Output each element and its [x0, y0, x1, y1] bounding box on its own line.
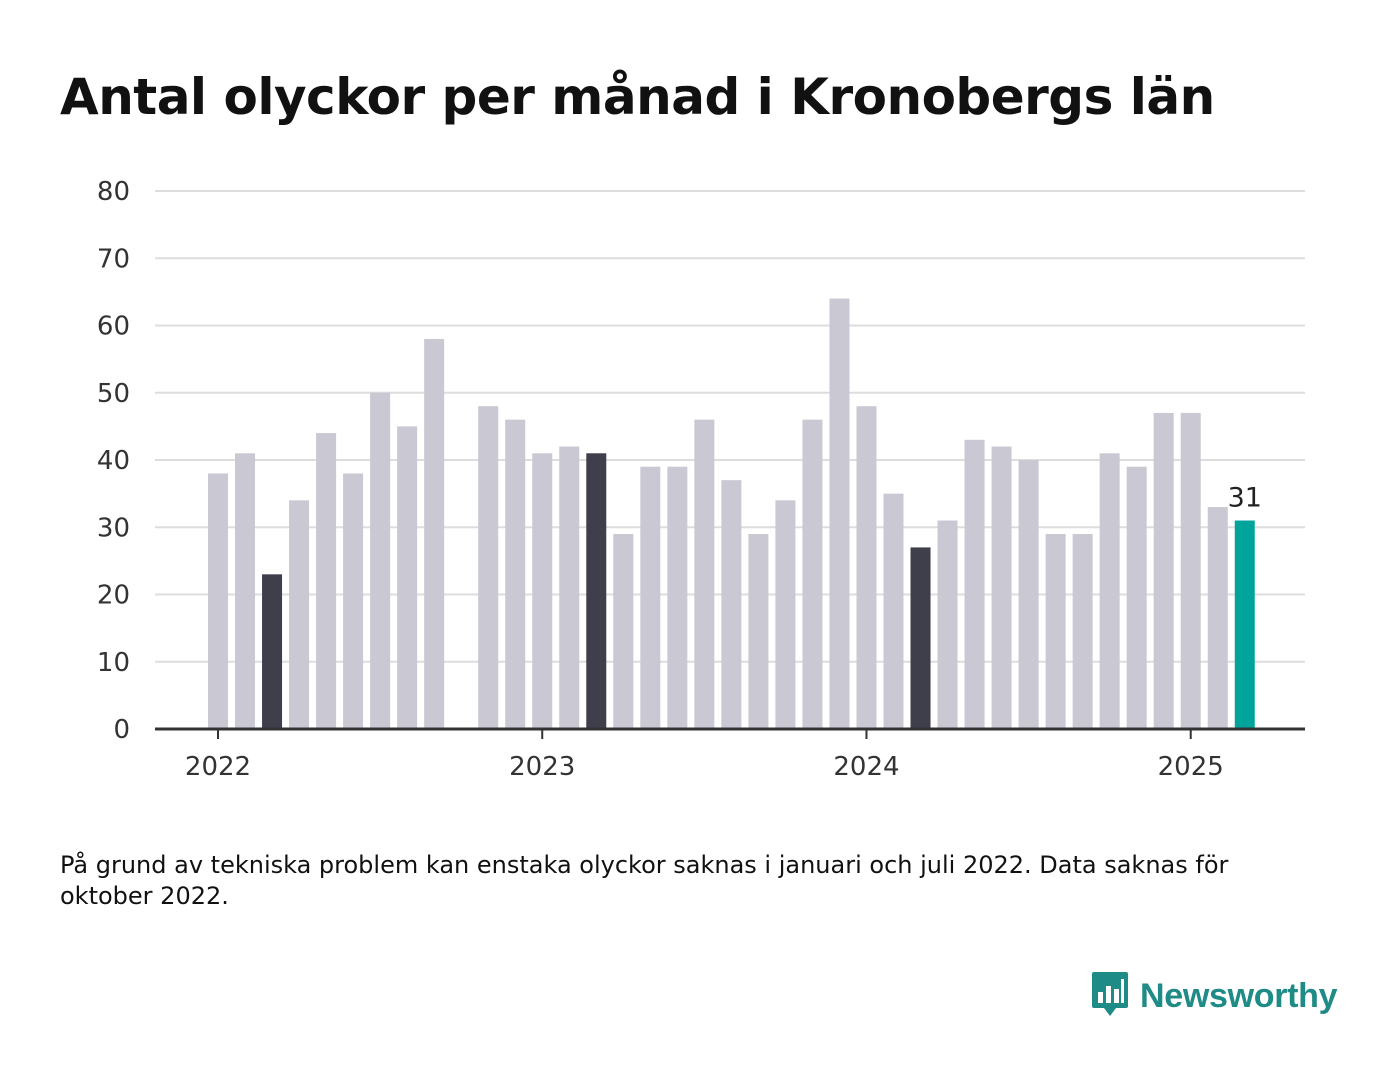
- bar-2022-01: [208, 473, 228, 729]
- brand-name: Newsworthy: [1140, 976, 1338, 1015]
- bar-2024-04: [937, 520, 958, 729]
- bar-2022-11: [478, 406, 499, 729]
- y-tick-label-0: 0: [113, 715, 130, 745]
- y-tick-label-80: 80: [97, 177, 130, 207]
- bar-2022-03: [262, 574, 283, 729]
- bar-2022-09: [424, 338, 445, 729]
- bar-2023-05: [640, 466, 661, 729]
- bar-2024-02: [883, 493, 904, 730]
- bar-2024-12: [1153, 412, 1174, 729]
- chart-title: Antal olyckor per månad i Kronobergs län: [60, 68, 1215, 126]
- y-tick-label-30: 30: [97, 513, 130, 543]
- bar-2022-04: [289, 500, 310, 729]
- bars: [208, 298, 1255, 730]
- bar-chart-speech-bubble-icon: [1090, 970, 1130, 1022]
- bar-2022-05: [316, 433, 337, 729]
- bar-2023-08: [721, 480, 742, 729]
- y-tick-label-40: 40: [97, 446, 130, 476]
- bar-2022-12: [505, 419, 526, 729]
- bar-2025-01: [1180, 412, 1201, 729]
- brand-logo[interactable]: Newsworthy: [1090, 970, 1338, 1022]
- bar-2023-02: [559, 446, 580, 729]
- x-tick-label-2024: 2024: [833, 752, 899, 782]
- x-tick-label-2023: 2023: [509, 752, 575, 782]
- value-labels: 31: [1228, 483, 1262, 514]
- bar-2023-11: [802, 419, 823, 729]
- bar-2025-02: [1207, 507, 1228, 729]
- bar-2023-04: [613, 533, 634, 729]
- bar-2024-03: [910, 547, 931, 729]
- bar-2024-08: [1045, 533, 1066, 729]
- y-tick-label-50: 50: [97, 379, 130, 409]
- value-label-latest: 31: [1228, 483, 1262, 514]
- x-tick-label-2022: 2022: [185, 752, 251, 782]
- y-tick-label-70: 70: [97, 244, 130, 274]
- y-tick-label-20: 20: [97, 581, 130, 611]
- bar-2024-07: [1018, 460, 1039, 729]
- y-tick-label-10: 10: [97, 648, 130, 678]
- bar-2023-10: [775, 500, 796, 729]
- x-axis-ticks: 2022 2023 2024 2025: [185, 729, 1224, 782]
- bar-2022-02: [235, 453, 256, 729]
- bar-2022-06: [343, 473, 364, 729]
- bar-2024-05: [964, 439, 985, 729]
- x-tick-label-2025: 2025: [1158, 752, 1224, 782]
- bar-2022-07: [370, 392, 391, 729]
- bar-2024-01: [856, 406, 877, 729]
- bar-2023-01: [532, 453, 553, 729]
- bar-2023-12: [829, 298, 850, 729]
- bar-2023-03: [586, 453, 607, 729]
- footnote: På grund av tekniska problem kan enstaka…: [60, 851, 1229, 910]
- bar-2024-10: [1099, 453, 1120, 729]
- bar-2023-09: [748, 533, 769, 729]
- bar-2023-07: [694, 419, 715, 729]
- y-axis-ticks: 0 10 20 30 40 50 60 70 80: [97, 177, 130, 745]
- bar-2024-09: [1072, 533, 1093, 729]
- bar-2025-03: [1234, 520, 1255, 729]
- bar-2022-08: [397, 426, 418, 730]
- bar-2023-06: [667, 466, 688, 729]
- bar-2024-11: [1126, 466, 1147, 729]
- bar-chart: 0 10 20 30 40 50 60 70 80 2022 2023 2024 2025 31: [97, 177, 1305, 782]
- bar-2024-06: [991, 446, 1012, 729]
- y-tick-label-60: 60: [97, 312, 130, 342]
